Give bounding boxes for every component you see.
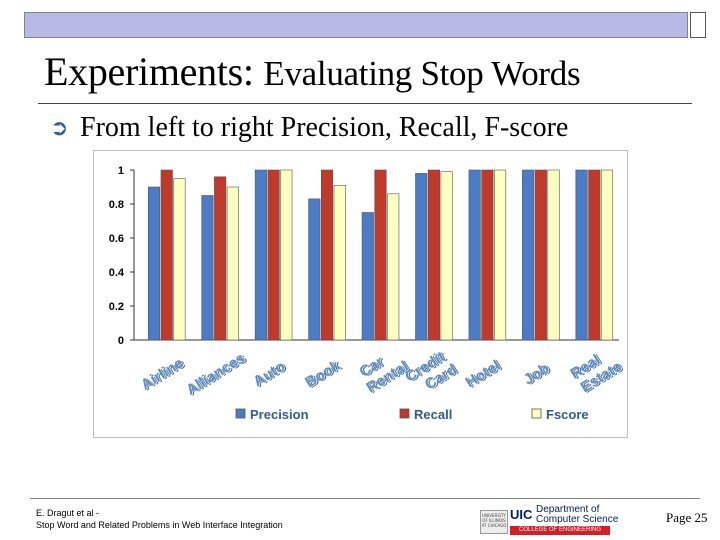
logo-college: COLLEGE OF ENGINEERING [510, 526, 610, 535]
bar-recall [160, 169, 173, 341]
logo-uic: UIC [510, 507, 533, 522]
bar-recall [267, 169, 280, 341]
bar-recall [214, 176, 227, 341]
legend-swatch-precision [235, 408, 246, 419]
bar-fscore [547, 169, 560, 341]
footer-divider [30, 498, 700, 499]
bar-recall [481, 169, 494, 341]
title-strip-box [690, 12, 706, 38]
y-tick-label: 0.4 [109, 267, 125, 279]
footer-paper-title: Stop Word and Related Problems in Web In… [36, 520, 283, 530]
bar-precision [147, 186, 161, 341]
bar-precision [575, 169, 588, 341]
bar-precision [522, 169, 535, 341]
bar-fscore [333, 184, 346, 341]
bar-fscore [600, 169, 614, 341]
uic-cs-logo: UNIVERSITY OF ILLINOIS AT CHICAGO UIC De… [480, 505, 632, 536]
bar-fscore [387, 193, 400, 341]
bar-recall [588, 169, 601, 341]
x-category-text: Alliances [183, 350, 248, 399]
bar-precision [254, 169, 267, 341]
title-strip [24, 12, 688, 38]
arrow-bullet-icon: ➲ [50, 116, 69, 141]
y-tick-label: 0.2 [109, 301, 124, 313]
bar-precision [361, 212, 374, 341]
logo-dept-line2: Computer Science [536, 514, 619, 525]
university-seal-icon: UNIVERSITY OF ILLINOIS AT CHICAGO [480, 510, 508, 534]
legend-label-precision: Precision [250, 407, 309, 422]
y-tick-label: 0.8 [109, 199, 124, 211]
x-category-text: Hotel [463, 357, 504, 391]
bar-recall [427, 169, 440, 341]
bar-recall [534, 169, 547, 341]
bar-precision [201, 195, 214, 341]
bar-fscore [173, 178, 186, 341]
title-divider [38, 103, 692, 104]
bar-fscore [440, 171, 453, 341]
y-tick-label: 0 [118, 335, 124, 347]
bar-precision [415, 173, 428, 341]
legend-swatch-recall [399, 408, 410, 419]
page-number: Page 25 [666, 510, 708, 525]
bullet-text: From left to right Precision, Recall, F-… [80, 112, 569, 143]
y-tick-label: 1 [118, 165, 124, 177]
legend-label-fscore: Fscore [546, 407, 589, 422]
bar-chart: 0 0.2 0.4 0.6 0.8 1 AirlineAirlineAirlineAllia… [109, 165, 627, 422]
title-sub: Evaluating Stop Words [263, 54, 581, 93]
bar-recall [374, 169, 387, 341]
footer-authors: E. Dragut et al - [36, 508, 100, 518]
bar-recall [321, 169, 334, 341]
footer-citation: E. Dragut et al - Stop Word and Related … [36, 507, 283, 531]
slide-title: Experiments: Evaluating Stop Words [44, 48, 581, 95]
bar-fscore [494, 169, 507, 341]
logo-dept-line1: Department of [536, 504, 600, 515]
bar-precision [308, 198, 321, 341]
chart-frame: 0 0.2 0.4 0.6 0.8 1 Airline Airline Airline Allia… [93, 150, 628, 438]
bar-precision [468, 169, 481, 341]
legend-swatch-fscore [531, 408, 542, 419]
bar-fscore [280, 169, 293, 341]
bar-fscore [226, 186, 239, 341]
y-tick-label: 0.6 [109, 233, 124, 245]
title-main: Experiments: [44, 49, 254, 94]
legend-label-recall: Recall [414, 407, 452, 422]
